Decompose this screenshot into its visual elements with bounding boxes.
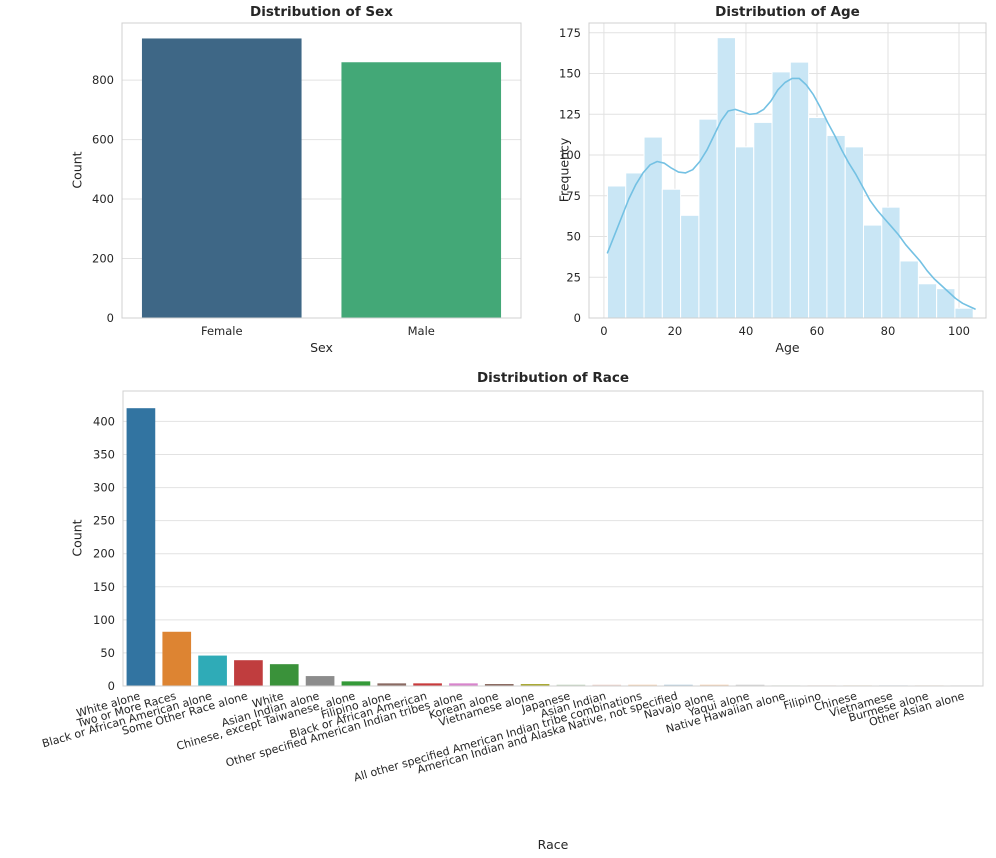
y-tick-label: 150: [93, 580, 115, 594]
histogram-bar: [661, 188, 682, 319]
y-tick-label: 100: [559, 148, 581, 162]
histogram-bar: [954, 307, 974, 319]
x-tick-label: Female: [201, 324, 243, 338]
bar: [141, 38, 302, 318]
x-tick-label: 60: [810, 324, 825, 338]
race-chart: Distribution of Race Count Race 0 50 100 15…: [0, 360, 996, 858]
sex-chart-title: Distribution of Sex: [250, 4, 393, 20]
x-tick-label: 20: [668, 324, 683, 338]
y-tick-label: 0: [107, 311, 114, 325]
x-tick-label: 40: [739, 324, 754, 338]
x-tick-label: 0: [600, 324, 607, 338]
histogram-bar: [789, 61, 810, 319]
histogram-bar: [917, 283, 938, 319]
y-tick-label: 150: [559, 67, 581, 81]
y-tick-label: 50: [566, 230, 581, 244]
bar: [449, 683, 478, 686]
x-tick-label: Male: [408, 324, 435, 338]
plot-border: [122, 390, 984, 687]
histogram-bar: [862, 224, 883, 319]
y-tick-label: 0: [574, 311, 581, 325]
plot-border: [588, 22, 987, 319]
y-tick-label: 100: [93, 613, 115, 627]
histogram-bar: [716, 37, 736, 319]
bar: [520, 684, 550, 686]
bar: [341, 62, 502, 319]
bar: [556, 684, 586, 686]
y-tick-label: 175: [559, 26, 581, 40]
age-chart-title: Distribution of Age: [715, 4, 860, 20]
histogram-bar: [753, 121, 773, 319]
sex-x-axis-label: Sex: [310, 340, 333, 355]
bar: [484, 684, 514, 686]
y-tick-label: 200: [92, 252, 114, 266]
bar: [126, 408, 156, 686]
histogram-bar: [625, 172, 645, 319]
y-tick-label: 800: [92, 73, 114, 87]
y-tick-label: 400: [93, 414, 115, 428]
sex-chart: Distribution of Sex Count Sex 0 200 400 600…: [0, 0, 556, 360]
histogram-bar: [899, 260, 919, 319]
histogram-bar: [808, 117, 828, 319]
histogram-bar: [936, 288, 956, 319]
y-tick-label: 200: [93, 547, 115, 561]
y-tick-label: 125: [559, 107, 581, 121]
y-tick-label: 300: [93, 481, 115, 495]
histogram-bar: [826, 134, 846, 319]
kde-curve: [606, 77, 976, 310]
histogram-bar: [680, 214, 700, 319]
plot-border: [121, 22, 522, 319]
bar: [198, 655, 227, 686]
bar: [269, 664, 299, 686]
y-tick-label: 0: [108, 679, 115, 693]
bar: [699, 684, 729, 686]
x-tick-label: 100: [948, 324, 970, 338]
sex-plot-area: 0 200 400 600 800 Female Male: [92, 22, 522, 338]
y-tick-label: 250: [93, 514, 115, 528]
age-chart: Distribution of Age Frequency Age 0 25 50 7…: [556, 0, 996, 360]
y-tick-label: 75: [566, 189, 581, 203]
y-tick-label: 50: [100, 646, 115, 660]
bar: [162, 631, 192, 686]
histogram-bar: [881, 206, 901, 319]
bar: [305, 676, 335, 686]
bar: [341, 681, 371, 686]
histogram-bar: [771, 71, 791, 319]
age-plot-area: 0 25 50 75 100 125 150 175 0 20 40 60 80 100: [559, 22, 987, 338]
y-tick-label: 350: [93, 447, 115, 461]
bar: [592, 684, 622, 686]
bar: [735, 684, 765, 686]
y-tick-label: 25: [566, 270, 581, 284]
bar: [413, 683, 442, 686]
race-chart-title: Distribution of Race: [476, 370, 630, 386]
age-x-axis-label: Age: [775, 340, 800, 355]
bar: [628, 684, 657, 686]
x-tick-label: 80: [881, 324, 896, 338]
histogram-bar: [606, 185, 627, 319]
y-tick-label: 600: [92, 133, 114, 147]
bar: [377, 683, 407, 686]
bar: [234, 660, 263, 686]
histogram-bar: [734, 146, 755, 319]
race-x-axis-label: Race: [537, 837, 569, 852]
bar: [664, 684, 693, 686]
y-tick-label: 400: [92, 192, 114, 206]
